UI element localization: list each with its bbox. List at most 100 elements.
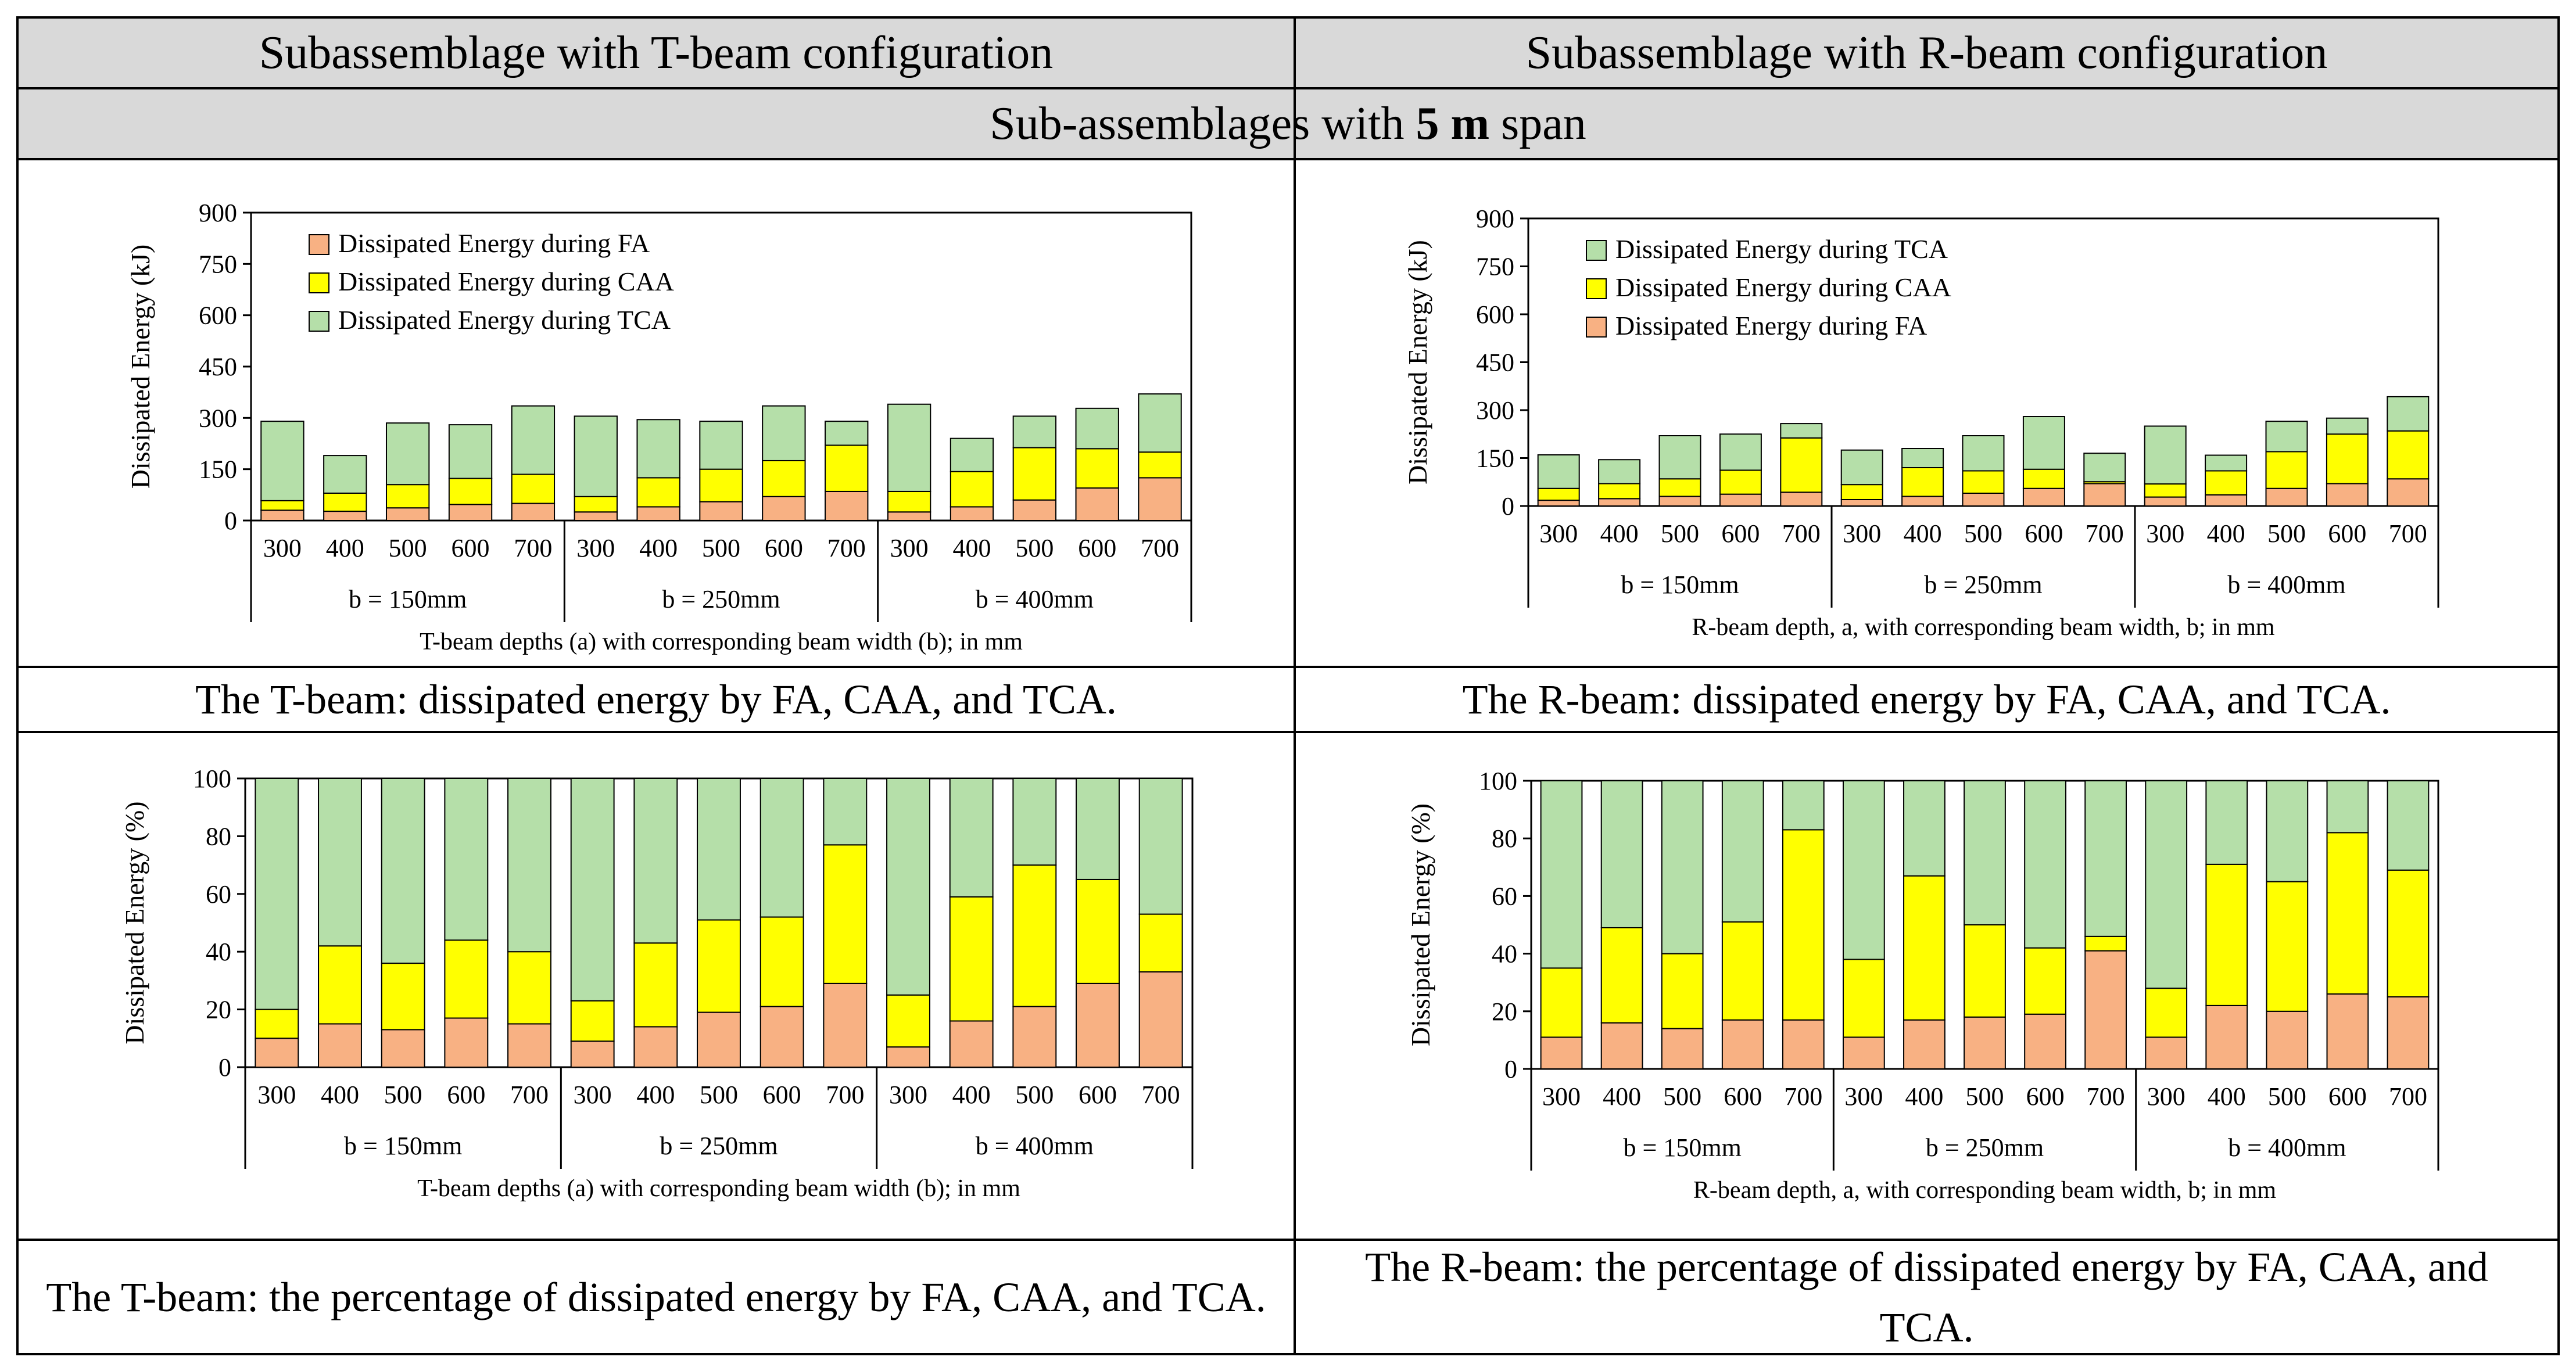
bar-tca	[950, 437, 994, 472]
bar-tca	[448, 424, 493, 479]
bar-fa	[1901, 496, 1944, 507]
bar-caa	[1719, 469, 1762, 495]
y-tick-label: 60	[1492, 882, 1517, 910]
bar-tca	[511, 405, 556, 475]
t-energy-caption: The T-beam: dissipated energy by FA, CAA…	[195, 676, 1117, 723]
bar-tca	[2205, 780, 2248, 865]
y-tick-label: 0	[1502, 492, 1514, 521]
x-tick-label: 400	[2207, 519, 2245, 548]
bar-tca	[1076, 778, 1120, 880]
x-tick-label: 300	[2146, 519, 2184, 548]
percent-chart-row: 0 20 40 60 80 100 Dissipated Energy (%) 300 400 5…	[19, 733, 2557, 1239]
x-tick-label: 300	[574, 1081, 612, 1109]
x-tick-label: 500	[700, 1081, 738, 1109]
legend-swatch-tca	[309, 311, 329, 332]
x-tick-label: 700	[2086, 519, 2124, 548]
y-tick-label: 0	[224, 507, 237, 535]
bar-caa	[1658, 478, 1701, 497]
legend-swatch-fa	[1586, 317, 1607, 338]
bar-fa	[381, 1029, 425, 1068]
bar-fa	[2205, 1004, 2248, 1070]
divider	[19, 158, 2557, 160]
r-energy-chart-cell: 0 150 300 450 600 750 900 Dissipated Energy (kJ…	[1296, 160, 2557, 666]
bar-tca	[574, 415, 618, 497]
group-label: b = 250mm	[1924, 570, 2042, 599]
x-axis-label: R-beam depth, a, with corresponding beam…	[1693, 1177, 2276, 1204]
bar-tca	[887, 403, 931, 492]
group-label: b = 150mm	[349, 585, 467, 613]
bar-fa	[2145, 1036, 2188, 1070]
legend-label: Dissipated Energy during CAA	[338, 267, 674, 296]
bar-tca	[2083, 453, 2126, 483]
t-beam-column-title: Subassemblage with T-beam configuration	[19, 19, 1294, 87]
bar-caa	[2205, 863, 2248, 1006]
x-tick-label: 600	[447, 1081, 485, 1109]
bar-caa	[1661, 953, 1704, 1029]
bar-fa	[1840, 499, 1883, 507]
bar-fa	[1012, 1006, 1057, 1068]
t-percent-chart-cell: 0 20 40 60 80 100 Dissipated Energy (%) 300 400 5…	[19, 733, 1294, 1239]
x-tick-label: 400	[1603, 1082, 1641, 1111]
y-axis-label: Dissipated Energy (%)	[1406, 803, 1435, 1046]
r-beam-column-title: Subassemblage with R-beam configuration	[1296, 19, 2557, 87]
x-axis-label: T-beam depths (a) with corresponding bea…	[417, 1175, 1020, 1202]
x-tick-label: 500	[384, 1081, 422, 1109]
bar-tca	[1721, 780, 1764, 923]
bar-tca	[2266, 780, 2309, 882]
legend-swatch-fa	[309, 234, 329, 255]
bar-tca	[1780, 423, 1823, 439]
group-label: b = 250mm	[662, 585, 780, 613]
bar-tca	[2326, 780, 2369, 834]
bar-fa	[2265, 487, 2308, 507]
x-tick-label: 400	[2208, 1082, 2246, 1111]
x-tick-label: 600	[2328, 1082, 2367, 1111]
bar-caa	[2145, 988, 2188, 1038]
bar-fa	[448, 504, 493, 521]
bar-fa	[574, 511, 618, 521]
bar-tca	[2144, 425, 2187, 485]
bar-caa	[825, 444, 869, 492]
divider	[19, 731, 2557, 733]
bar-tca	[570, 778, 615, 1002]
x-tick-label: 500	[1661, 519, 1699, 548]
bar-fa	[1658, 496, 1701, 507]
bar-tca	[1840, 449, 1883, 486]
x-tick-label: 400	[639, 534, 678, 562]
bar-fa	[1964, 1016, 2006, 1069]
bar-caa	[448, 478, 493, 505]
y-tick-label: 60	[206, 880, 231, 909]
bar-caa	[699, 468, 743, 503]
bar-caa	[2205, 470, 2248, 496]
y-axis-label: Dissipated Energy (%)	[120, 801, 149, 1044]
x-tick-label: 400	[952, 1081, 991, 1109]
x-tick-label: 700	[1784, 1082, 1822, 1111]
bar-tca	[260, 421, 304, 501]
bar-caa	[762, 460, 806, 497]
bar-caa	[636, 477, 680, 508]
legend-label: Dissipated Energy during CAA	[1615, 272, 1951, 302]
x-tick-label: 400	[636, 1081, 675, 1109]
x-tick-label: 700	[514, 534, 552, 562]
x-tick-label: 300	[263, 534, 302, 562]
bar-tca	[697, 778, 741, 921]
bar-caa	[574, 496, 618, 513]
bar-tca	[823, 778, 868, 846]
y-tick-label: 450	[1476, 349, 1514, 377]
bar-tca	[1901, 448, 1944, 468]
span-header: Sub-assemblages with 5 m span	[19, 89, 2557, 158]
x-tick-label: 300	[1844, 1082, 1883, 1111]
group-label: b = 400mm	[2228, 1133, 2346, 1162]
x-tick-label: 500	[1966, 1082, 2004, 1111]
bar-caa	[2326, 832, 2369, 995]
y-tick-label: 0	[1504, 1055, 1517, 1083]
x-tick-label: 500	[1015, 534, 1054, 562]
bar-tca	[2145, 780, 2188, 989]
group-label: b = 400mm	[976, 585, 1094, 613]
bar-fa	[886, 1046, 930, 1068]
bar-fa	[1075, 487, 1119, 521]
bar-fa	[2084, 950, 2127, 1070]
bar-caa	[950, 471, 994, 508]
bar-tca	[1782, 780, 1825, 831]
bar-tca	[1658, 435, 1701, 480]
x-tick-label: 500	[702, 534, 740, 562]
